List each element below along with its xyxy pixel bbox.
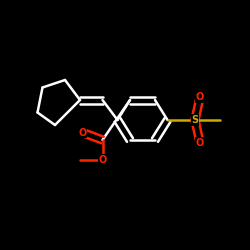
Text: O: O xyxy=(196,138,204,147)
Text: O: O xyxy=(98,155,106,165)
Text: O: O xyxy=(196,92,204,102)
Text: S: S xyxy=(192,115,198,125)
Text: O: O xyxy=(78,128,87,138)
